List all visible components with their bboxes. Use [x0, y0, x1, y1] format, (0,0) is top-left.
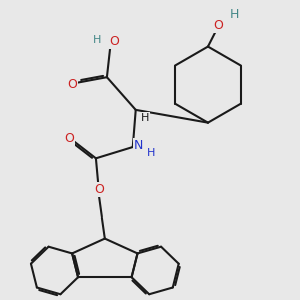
Text: H: H: [93, 35, 101, 45]
Text: O: O: [214, 19, 224, 32]
Text: H: H: [140, 113, 149, 123]
Text: H: H: [147, 148, 155, 158]
Text: O: O: [67, 77, 77, 91]
Text: O: O: [109, 35, 119, 48]
Text: H: H: [230, 8, 239, 21]
Text: N: N: [134, 139, 143, 152]
Text: O: O: [94, 183, 104, 196]
Text: O: O: [64, 132, 74, 145]
